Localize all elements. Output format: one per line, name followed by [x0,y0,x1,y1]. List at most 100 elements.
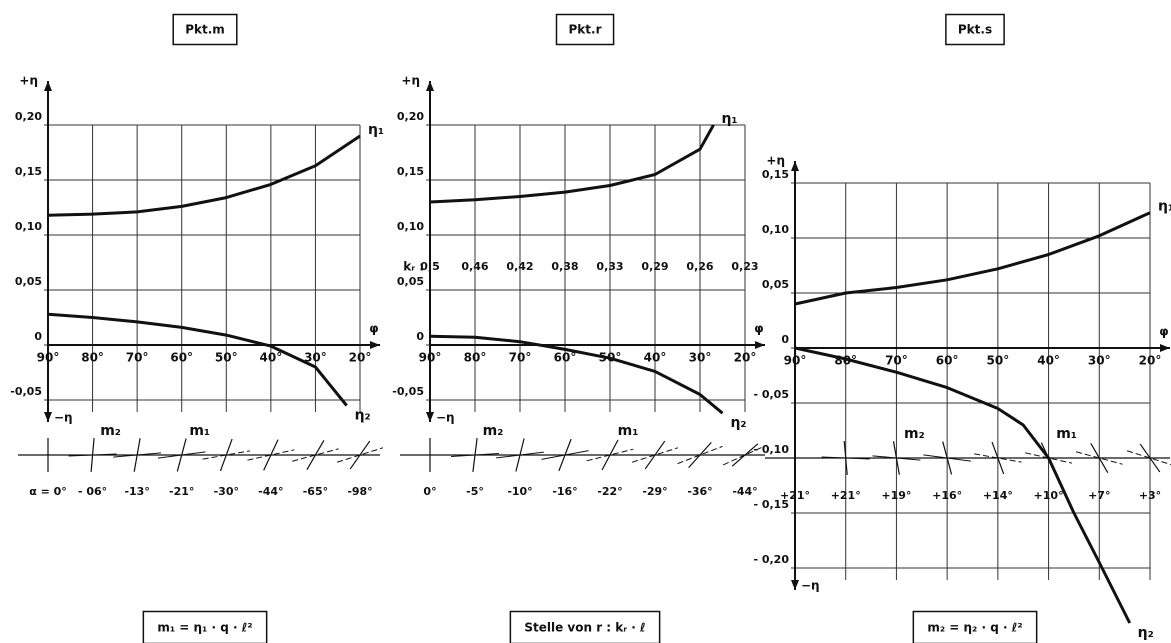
y-tick-label: -0,05 [10,385,42,398]
y-tick-label: - 0,20 [753,553,789,566]
x-tick-label: 70° [126,351,149,365]
x-tick-label: 50° [987,354,1010,368]
y-axis-label-bottom: −η [54,411,73,425]
x-axis-label: φ [754,322,763,336]
alpha-label: 0° [423,485,436,498]
y-tick-label: 0,15 [15,165,42,178]
x-tick-label: 60° [936,354,959,368]
alpha-label: -44° [732,485,757,498]
footer-formula: Stelle von r : kᵣ · ℓ [524,621,645,635]
kr-value: 0,33 [596,260,623,273]
m1-direction [113,452,162,458]
x-arrow [755,341,765,349]
y-arrow-down [791,580,799,590]
y-tick-label: - 0,10 [753,443,789,456]
curve [47,134,361,217]
panel-title: Pkt.s [958,23,992,37]
y-tick-label: 0,10 [397,220,424,233]
curve-label: η₁ [1158,199,1171,215]
y-tick-label: - 0,15 [753,498,789,511]
kr-value: 0,23 [731,260,758,273]
m1-direction [722,444,768,466]
kr-value: 0,29 [641,260,668,273]
m1-direction [336,447,384,463]
alpha-label: +14° [983,489,1013,502]
m1-direction [631,447,679,463]
x-tick-label: 40° [644,351,667,365]
m1-direction [496,451,544,459]
alpha-label: -16° [552,485,577,498]
y-axis-label-bottom: −η [801,579,820,593]
x-tick-label: 40° [260,351,283,365]
alpha-label: -98° [347,485,372,498]
alpha-label: -5° [466,485,484,498]
y-tick-label: 0,20 [397,110,424,123]
footer-formula: m₁ = η₁ · q · ℓ² [157,621,252,635]
x-tick-label: 20° [734,351,757,365]
m1-direction [872,455,921,461]
m1-direction [451,453,499,457]
m1-direction [586,448,634,462]
y-tick-label: 0,05 [15,275,42,288]
moment-label: m₁ [618,423,639,439]
title-box [555,13,615,46]
x-tick-label: 60° [554,351,577,365]
x-arrow [370,341,380,349]
alpha-label: α = 0° [29,485,67,498]
y-tick-label: 0 [34,330,42,343]
curve-label: η₁ [368,122,384,138]
alpha-label: +19° [881,489,911,502]
curve-label: η₂ [355,408,371,424]
moment-label: m₁ [1056,426,1077,442]
x-tick-label: 50° [215,351,238,365]
y-tick-label: 0,05 [397,275,424,288]
y-axis-label-bottom: −η [436,411,455,425]
moment-label: m₂ [483,423,504,439]
curve [47,312,348,407]
panel-title: Pkt.r [569,23,602,37]
x-arrow [1160,344,1170,352]
panel-title: Pkt.m [185,23,225,37]
y-axis-label-top: +η [19,74,38,88]
curve-label: η₂ [1138,625,1154,641]
curve [429,124,715,204]
m1-direction [974,453,1022,463]
curve [429,334,724,415]
title-box [945,13,1005,46]
alpha-label: -10° [507,485,532,498]
y-tick-label: -0,05 [392,385,424,398]
y-tick-label: 0,10 [762,223,789,236]
x-tick-label: 80° [464,351,487,365]
y-tick-label: 0,15 [762,168,789,181]
x-tick-label: 70° [885,354,908,368]
y-tick-label: - 0,05 [753,388,789,401]
y-arrow-up [426,81,434,91]
x-tick-label: 70° [509,351,532,365]
y-arrow-down [426,412,434,422]
y-axis-label-top: +η [401,74,420,88]
m1-direction [292,448,339,462]
x-tick-label: 80° [81,351,104,365]
kr-value: 0,38 [551,260,578,273]
m1-direction [202,450,251,460]
alpha-label: +3° [1139,489,1161,502]
y-tick-label: 0,20 [15,110,42,123]
y-tick-label: 0,05 [762,278,789,291]
x-tick-label: 60° [170,351,193,365]
x-tick-label: 30° [689,351,712,365]
kr-value: 0,46 [461,260,488,273]
alpha-label: -30° [214,485,239,498]
m1-direction [1075,451,1123,465]
m1-direction [677,445,723,465]
kr-value: 0,42 [506,260,533,273]
kr-label: kᵣ : [403,260,424,274]
alpha-label: -36° [687,485,712,498]
x-tick-label: 30° [1088,354,1111,368]
footer-formula: m₂ = η₂ · q · ℓ² [927,621,1022,635]
title-box [172,13,238,46]
alpha-label: -44° [258,485,283,498]
alpha-label: +7° [1088,489,1110,502]
x-tick-label: 20° [1139,354,1162,368]
m1-direction [821,456,870,460]
